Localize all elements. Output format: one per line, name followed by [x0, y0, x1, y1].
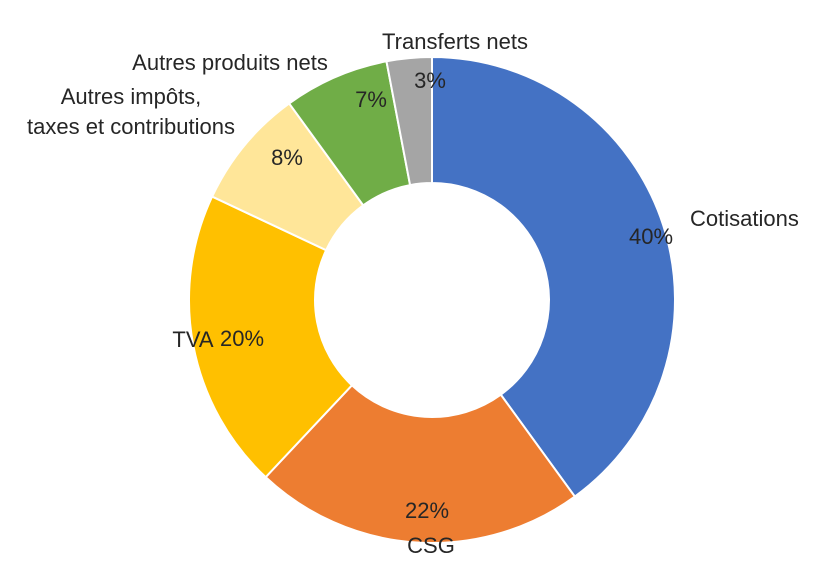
donut-segment-tva[interactable] [188, 195, 354, 479]
category-label-csg: CSG [407, 533, 455, 558]
data-label-tva: 20% [220, 326, 264, 351]
category-label-autres-produits-nets: Autres produits nets [132, 50, 328, 75]
donut-segment-cotisations[interactable] [431, 55, 676, 498]
data-label-transferts-nets: 3% [414, 68, 446, 93]
donut-segment-transferts-nets[interactable] [385, 55, 433, 187]
category-label-tva: TVA [172, 327, 213, 352]
category-label-autres-impots-taxes-et-contributions: Autres impôts, taxes et contributions [27, 84, 235, 139]
donut-segment-csg[interactable] [264, 383, 577, 544]
category-label-cotisations: Cotisations [690, 206, 799, 231]
data-label-autres-impots-taxes-et-contributions: 8% [271, 145, 303, 170]
data-label-autres-produits-nets: 7% [355, 87, 387, 112]
data-label-cotisations: 40% [629, 224, 673, 249]
category-label-transferts-nets: Transferts nets [382, 29, 528, 54]
data-label-csg: 22% [405, 498, 449, 523]
